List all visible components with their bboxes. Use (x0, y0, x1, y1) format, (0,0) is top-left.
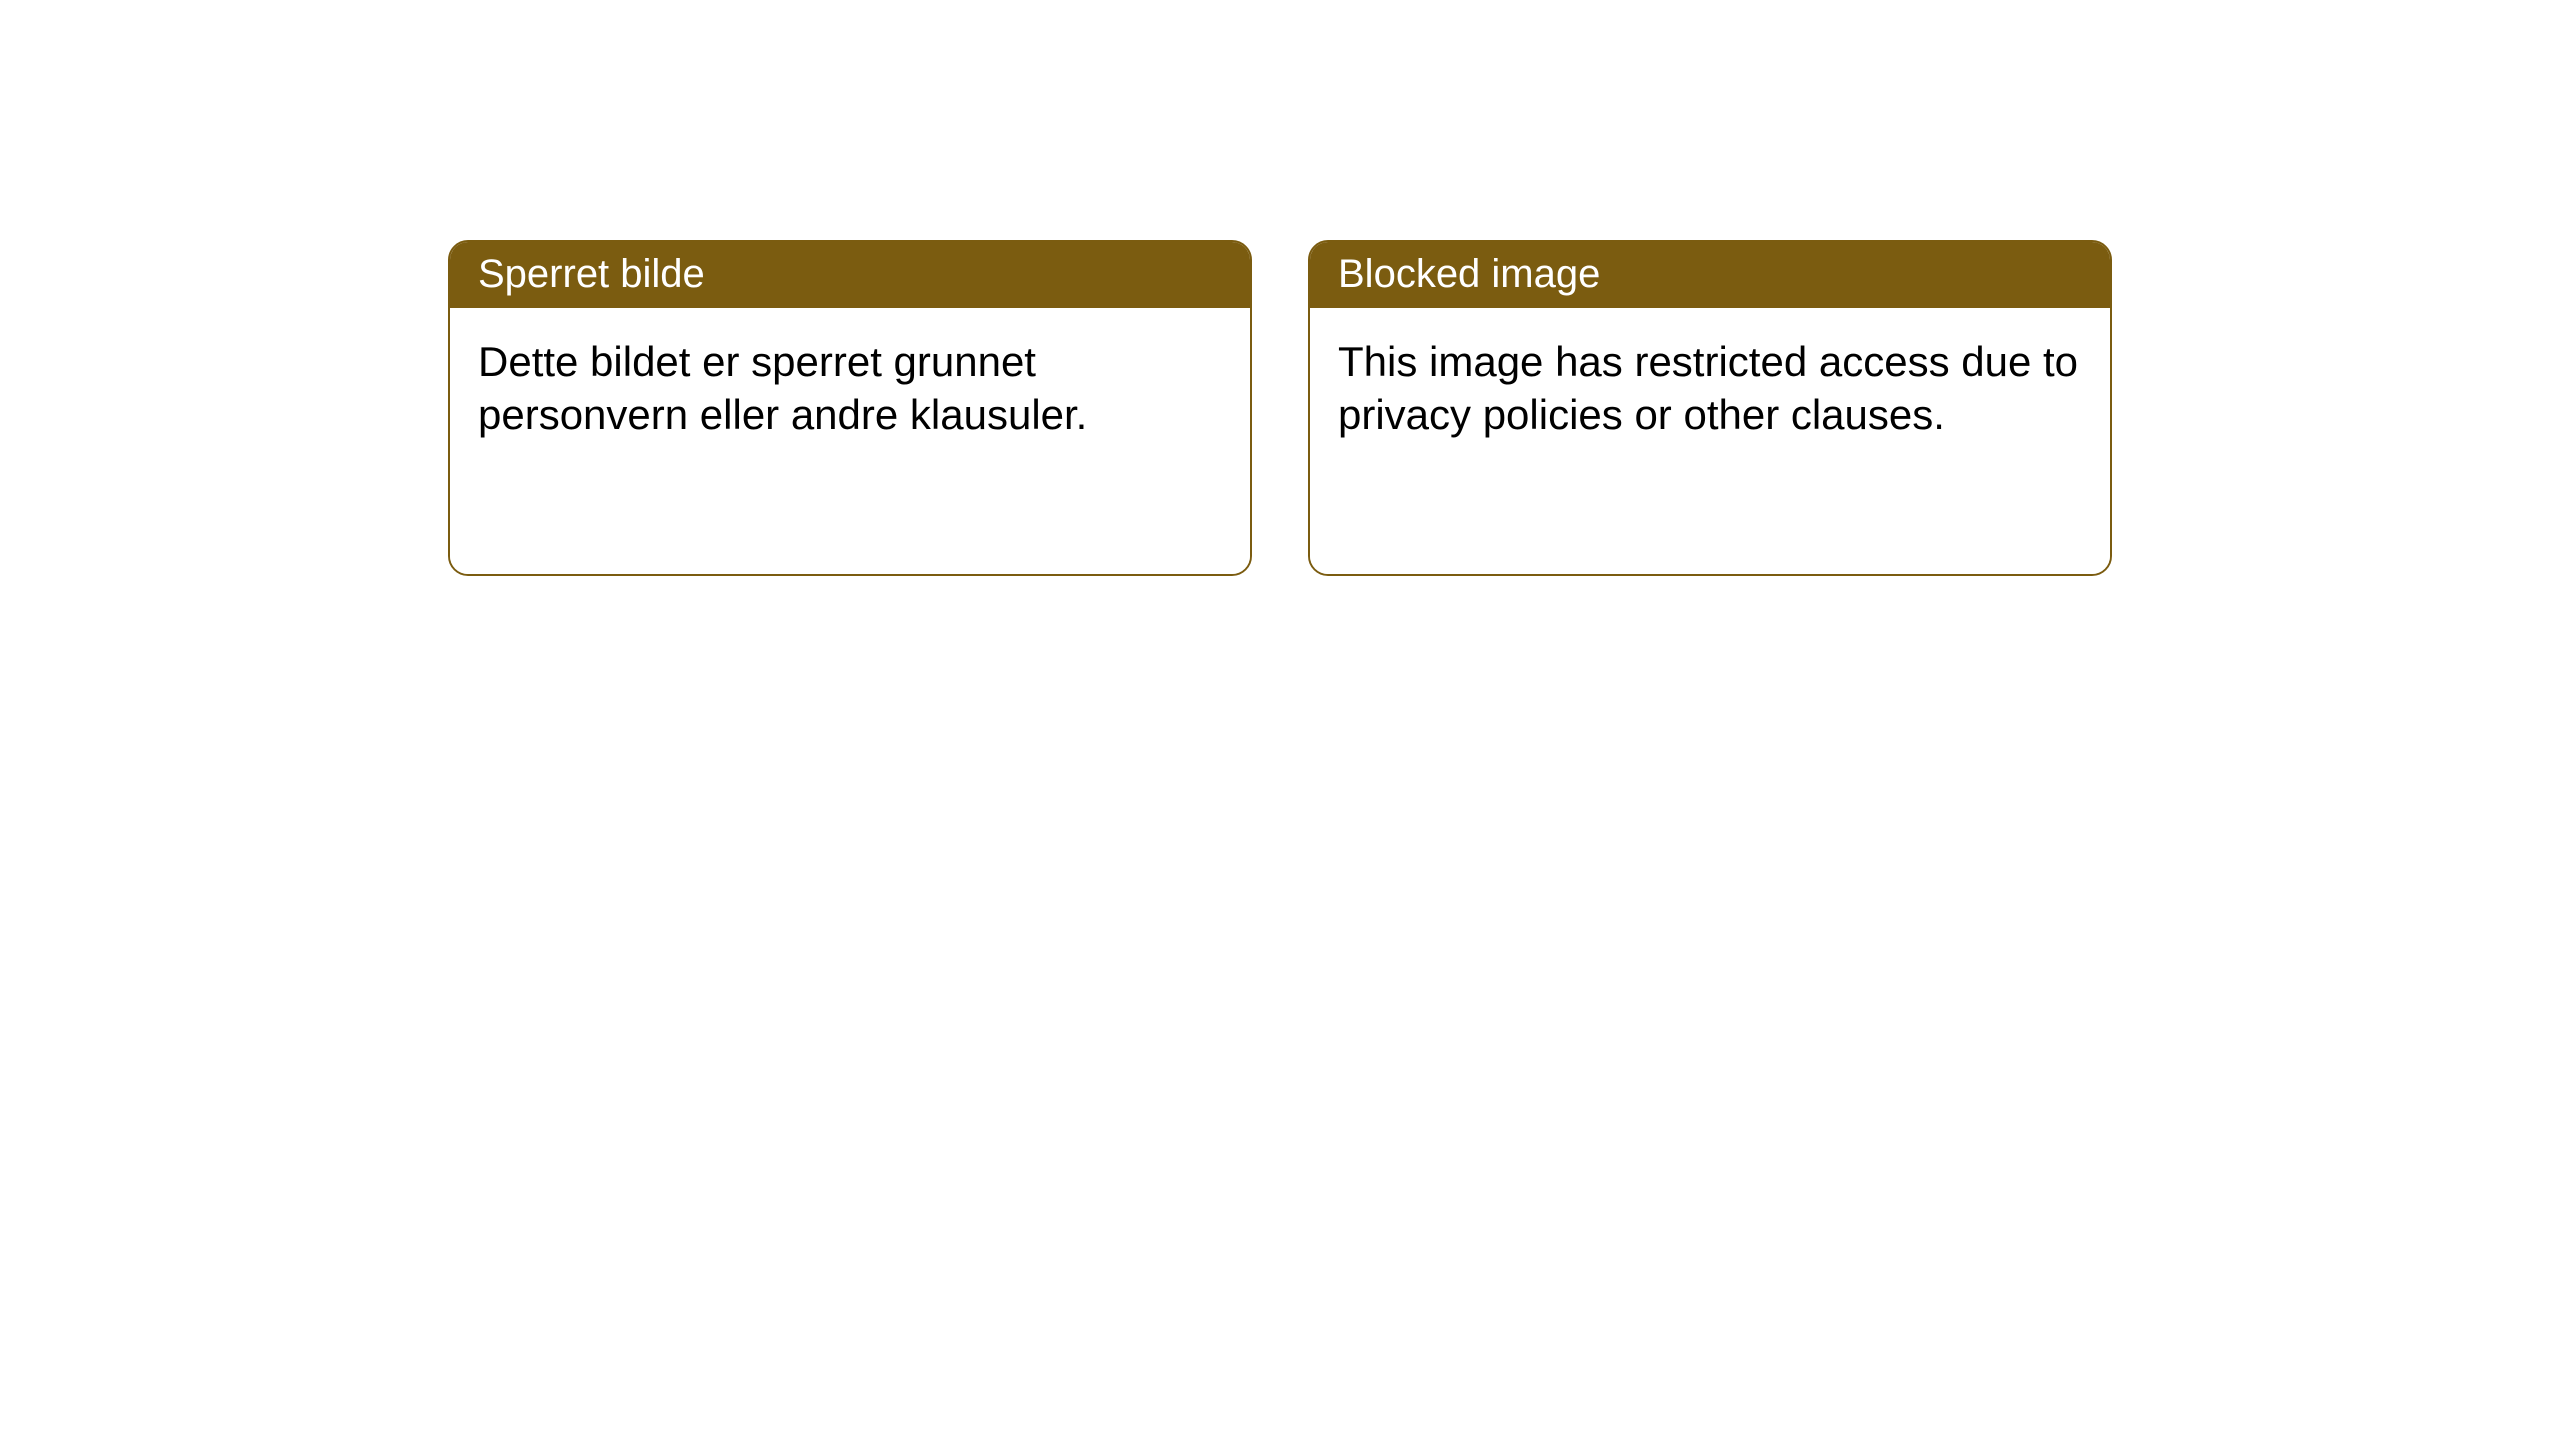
blocked-image-card-en: Blocked image This image has restricted … (1308, 240, 2112, 576)
notice-cards-container: Sperret bilde Dette bildet er sperret gr… (0, 0, 2560, 576)
card-header-no: Sperret bilde (450, 242, 1250, 308)
blocked-image-card-no: Sperret bilde Dette bildet er sperret gr… (448, 240, 1252, 576)
card-body-en: This image has restricted access due to … (1310, 308, 2110, 574)
card-header-en: Blocked image (1310, 242, 2110, 308)
card-body-no: Dette bildet er sperret grunnet personve… (450, 308, 1250, 574)
